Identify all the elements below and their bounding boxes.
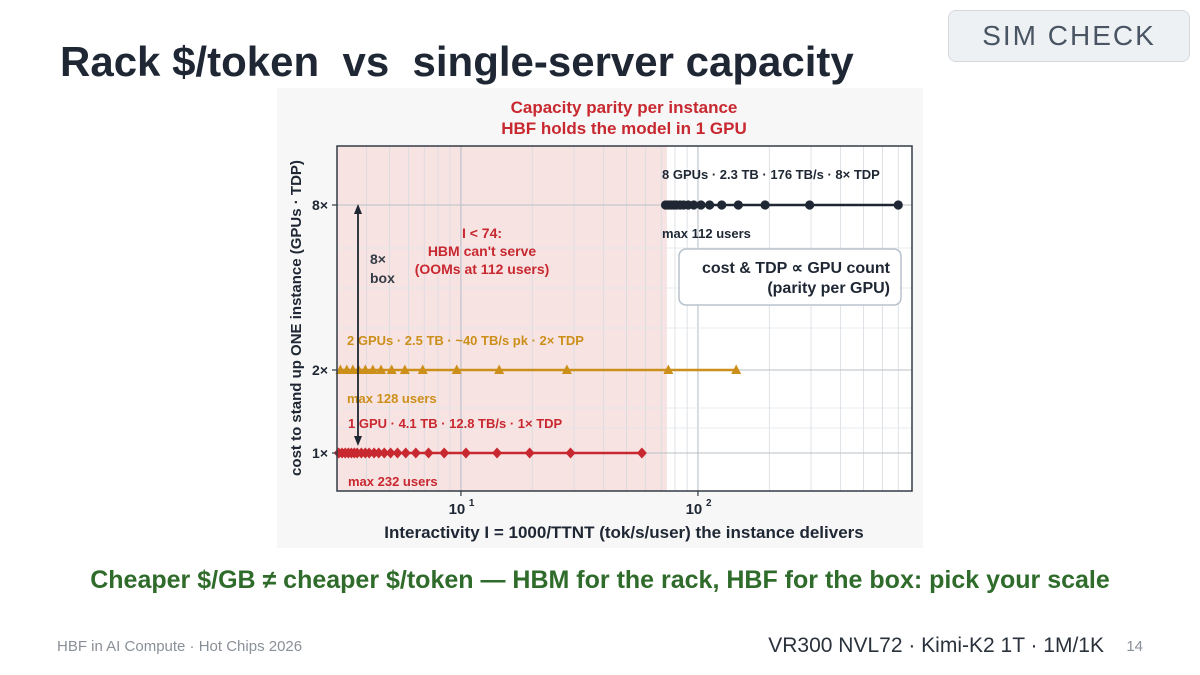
shaded-region-hbm-cannot-serve <box>337 146 667 491</box>
data-point-circle <box>689 200 699 210</box>
data-point-diamond <box>379 447 390 459</box>
box-arrow-head-top <box>354 204 362 214</box>
data-point-triangle <box>367 364 378 374</box>
data-point-circle <box>805 200 815 210</box>
x-tick-exponent: 2 <box>706 498 712 509</box>
box-annotation-line-2: box <box>370 270 395 286</box>
chart-title-line-2: HBF holds the model in 1 GPU <box>501 119 747 138</box>
data-point-triangle <box>417 364 428 374</box>
data-point-diamond <box>565 447 576 459</box>
data-point-diamond <box>392 447 403 459</box>
x-axis-ticks: 10 1 10 2 <box>449 491 712 518</box>
box-arrow-head-bottom <box>354 436 362 446</box>
data-point-circle <box>696 200 706 210</box>
parity-note-line-1: cost & TDP ∝ GPU count <box>702 260 891 277</box>
parity-note-line-2: (parity per GPU) <box>767 280 890 297</box>
data-point-triangle <box>561 364 572 374</box>
capacity-chart: Capacity parity per instance HBF holds t… <box>288 98 913 542</box>
chart-container: Capacity parity per instance HBF holds t… <box>277 88 923 548</box>
data-point-triangle <box>731 364 742 374</box>
y-axis-ticks: 1× 2× 8× <box>312 197 337 461</box>
series-2gpu-note: max 128 users <box>347 391 437 406</box>
plot-frame <box>336 145 913 492</box>
data-point-diamond <box>385 447 396 459</box>
data-point-triangle <box>360 364 371 374</box>
series-8gpu-name: 8 GPUs · 2.3 TB · 176 TB/s · 8× TDP <box>662 167 880 182</box>
parity-note-box <box>678 248 902 306</box>
shade-annotation-line-2: HBM can't serve <box>428 243 537 259</box>
data-point-circle <box>893 200 903 210</box>
data-point-triangle <box>399 364 410 374</box>
data-point-circle <box>717 200 727 210</box>
series-1gpu-note: max 232 users <box>348 474 438 489</box>
footer-event: HBF in AI Compute · Hot Chips 2026 <box>57 638 303 655</box>
box-annotation-line-1: 8× <box>370 251 386 267</box>
series-markers <box>333 200 903 459</box>
y-tick-label: 1× <box>312 445 328 461</box>
data-point-diamond <box>636 447 647 459</box>
data-point-diamond <box>524 447 535 459</box>
shade-annotation-line-3: (OOMs at 112 users) <box>415 261 550 277</box>
y-tick-label: 2× <box>312 362 328 378</box>
data-point-diamond <box>460 447 471 459</box>
data-point-diamond <box>400 447 411 459</box>
grid-lines <box>336 146 913 491</box>
data-point-triangle <box>335 364 346 374</box>
chart-title-line-1: Capacity parity per instance <box>511 98 738 117</box>
data-point-triangle <box>386 364 397 374</box>
series-8gpu-note: max 112 users <box>662 226 751 241</box>
series-1gpu-name: 1 GPU · 4.1 TB · 12.8 TB/s · 1× TDP <box>348 416 563 431</box>
series-2gpu-name: 2 GPUs · 2.5 TB · ~40 TB/s pk · 2× TDP <box>347 333 584 348</box>
slide-takeaway: Cheaper $/GB ≠ cheaper $/token — HBM for… <box>90 566 1110 594</box>
shade-annotation-line-1: I < 74: <box>462 225 502 241</box>
y-axis-label: cost to stand up ONE instance (GPUs · TD… <box>288 160 305 476</box>
x-axis-label: Interactivity I = 1000/TTNT (tok/s/user)… <box>384 523 863 542</box>
data-point-triangle <box>451 364 462 374</box>
x-tick-label: 10 <box>686 501 703 518</box>
data-point-diamond <box>410 447 421 459</box>
page-number: 14 <box>1126 638 1143 655</box>
slide-badge: SIM CHECK <box>948 10 1190 62</box>
x-tick-label: 10 <box>449 501 466 518</box>
data-point-diamond <box>492 447 503 459</box>
data-point-triangle <box>375 364 386 374</box>
data-point-diamond <box>373 447 384 459</box>
data-point-triangle <box>494 364 505 374</box>
x-tick-exponent: 1 <box>469 498 475 509</box>
data-point-circle <box>733 200 743 210</box>
data-point-triangle <box>663 364 674 374</box>
data-point-circle <box>760 200 770 210</box>
footer-config: VR300 NVL72 · Kimi-K2 1T · 1M/1K <box>768 634 1104 657</box>
slide-title: Rack $/token vs single-server capacity <box>60 38 854 85</box>
data-point-diamond <box>423 447 434 459</box>
y-tick-label: 8× <box>312 197 328 213</box>
data-point-diamond <box>439 447 450 459</box>
data-point-circle <box>705 200 715 210</box>
